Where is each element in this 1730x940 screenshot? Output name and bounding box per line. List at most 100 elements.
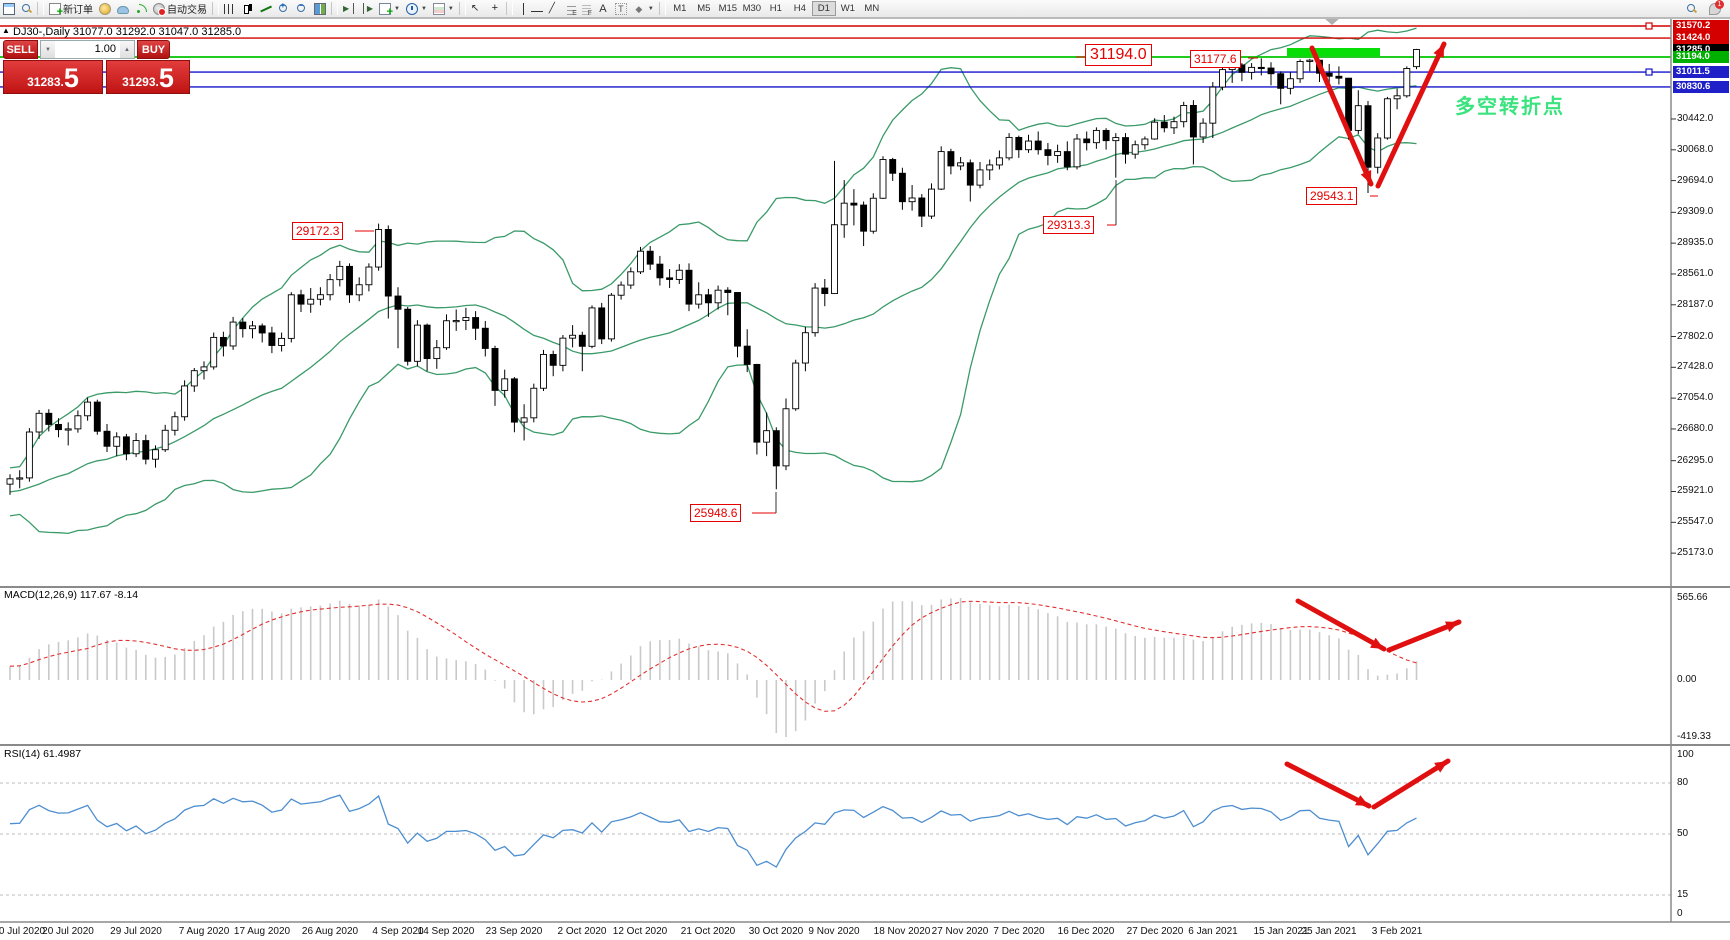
zoom-in-button[interactable] [275,1,293,16]
timeframe-button-h4[interactable]: H4 [793,3,806,14]
candle-body [413,324,421,362]
candle-body [132,440,140,455]
chart-shift-marker-icon[interactable] [1324,18,1340,25]
trend-arrow-line[interactable] [1284,761,1372,809]
candle-body [821,287,829,295]
candle-body [1238,64,1246,73]
trend-arrow-line[interactable] [1309,45,1374,187]
trend-arrow-line[interactable] [1295,598,1387,652]
vertical-line-button[interactable] [515,1,528,16]
chart-canvas[interactable] [0,18,1730,940]
autotrade-button[interactable]: 自动交易 [150,1,210,16]
candle-body [1209,86,1217,124]
vertical-line-icon [522,2,525,15]
cursor-button[interactable]: ↖ [468,1,486,16]
candle-body [375,229,383,268]
line-chart-button[interactable] [257,1,275,16]
candle-body [423,324,431,360]
candle-body [161,429,169,451]
candle-body [656,263,664,279]
price-axis-tick-label: 29309.0 [1677,206,1714,218]
candle-body [287,294,295,339]
price-annotation-box[interactable]: 31177.6 [1190,50,1241,68]
candle-body [569,334,577,339]
crosshair-button[interactable]: + [486,1,504,16]
timeframe-button-m1[interactable]: M1 [673,3,687,14]
shapes-button[interactable]: ◆ ▼ [630,1,657,16]
chart-window-button[interactable] [0,1,18,16]
price-axis-tick-label: 25547.0 [1677,516,1714,528]
date-axis-label: 27 Nov 2020 [931,926,989,937]
candle-body [404,308,412,362]
price-annotation-box[interactable]: 29543.1 [1306,187,1358,205]
candle-body [501,378,509,391]
line-handle-marker[interactable] [1645,22,1653,30]
volume-increase-button[interactable]: ▲ [120,41,134,58]
candle-body [966,162,974,186]
bid-price: 31283. [27,75,64,89]
timeframe-button-mn[interactable]: MN [864,3,880,14]
trendline-button[interactable]: ╱ [546,1,564,16]
candle-body [16,477,24,480]
volume-stepper: ▼ 1.00 ▲ [40,40,135,59]
timeframe-button-m5[interactable]: M5 [697,3,711,14]
text-button[interactable]: A [594,1,612,16]
candle-body [93,401,101,432]
candle-body [1044,149,1052,156]
buy-button[interactable]: BUY [137,40,170,59]
timeframe-button-m15[interactable]: M15 [718,3,738,14]
templates-button[interactable]: ▼ [430,1,457,16]
price-annotation-box[interactable]: 29313.3 [1043,216,1095,234]
toolbar-separator [331,2,338,15]
candle-body [481,327,489,349]
candle-body [627,271,635,286]
trend-arrow-line[interactable] [1375,41,1447,189]
search-button[interactable] [1683,1,1700,16]
cloud-button[interactable] [114,1,132,16]
horizontal-line-button[interactable] [528,1,546,16]
fibo-expansion-button[interactable] [564,1,579,17]
price-annotation-box[interactable]: 25948.6 [690,504,742,522]
timeframe-button-w1[interactable]: W1 [840,3,855,14]
candle-body [355,284,363,296]
price-annotation-box[interactable]: 31194.0 [1085,44,1152,66]
tile-windows-button[interactable] [311,1,329,16]
ask-price-tile[interactable]: 31293. 5 [106,60,190,94]
sell-button[interactable]: SELL [3,40,38,59]
new-chart-button[interactable]: ▼ [376,1,403,18]
candle-body [782,408,790,467]
line-handle-marker[interactable] [1645,68,1653,76]
signal-button[interactable] [132,1,150,16]
trend-arrow-line[interactable] [1371,758,1451,810]
candle-body [200,366,208,372]
auto-scroll-button[interactable] [358,1,376,16]
notifications-button[interactable] [1706,0,1724,16]
timeframe-button-d1[interactable]: D1 [811,1,836,16]
coin-button[interactable] [96,1,114,16]
price-axis-tick-label: 30068.0 [1677,143,1714,155]
text-label-button[interactable]: T [612,1,630,16]
volume-input[interactable]: 1.00 [94,43,116,55]
timeframe-button-m30[interactable]: M30 [742,3,762,14]
chart-window[interactable]: ▲ DJ30-,Daily 31077.0 31292.0 31047.0 31… [0,18,1730,940]
candlestick-button[interactable] [239,1,257,16]
bid-price-tile[interactable]: 31283. 5 [3,60,103,94]
candle-body [801,332,809,364]
green-highlight-band[interactable] [1287,48,1380,56]
fibo-retracement-button[interactable] [579,1,594,17]
candle-body [142,440,150,460]
zoom-out-button[interactable] [293,1,311,16]
bar-chart-button[interactable] [221,1,239,16]
turning-point-note[interactable]: 多空转折点 [1455,96,1565,118]
candle-body [1257,66,1265,70]
shift-end-button[interactable] [340,1,358,16]
date-axis-label: 27 Dec 2020 [1126,926,1184,937]
timeframe-button-h1[interactable]: H1 [769,3,782,14]
volume-decrease-button[interactable]: ▼ [41,41,55,58]
market-watch-button[interactable] [18,1,35,16]
periods-button[interactable]: ▼ [403,1,430,16]
price-annotation-box[interactable]: 29172.3 [292,222,344,240]
new-order-button[interactable]: 新订单 [46,1,96,18]
candle-body [714,289,722,304]
candle-body [578,334,586,347]
